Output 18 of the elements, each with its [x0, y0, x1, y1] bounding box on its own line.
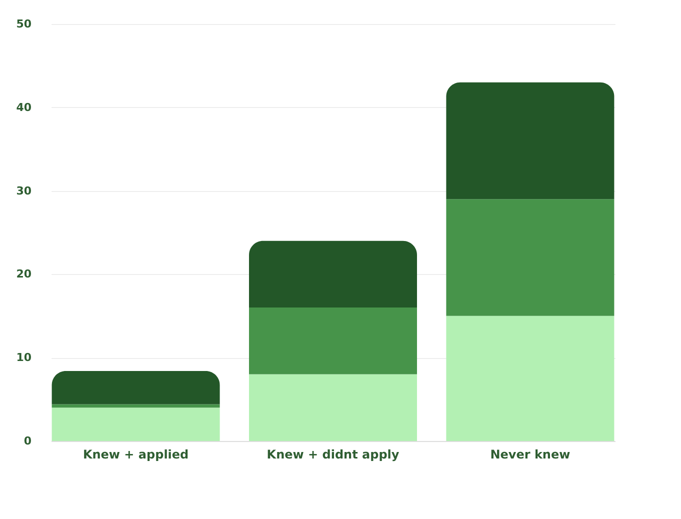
x-tick-label: Knew + applied	[82, 448, 189, 462]
y-tick-label: 0	[24, 434, 32, 448]
bar	[249, 240, 417, 308]
bar	[446, 199, 614, 316]
bar	[249, 308, 417, 374]
bar	[52, 370, 220, 404]
bar	[446, 82, 614, 200]
y-tick-label: 40	[16, 100, 32, 114]
x-tick-label: Knew + didnt apply	[266, 448, 400, 462]
bar	[52, 408, 220, 441]
bar	[446, 316, 614, 441]
y-tick-label: 10	[16, 351, 32, 364]
bar	[52, 404, 220, 408]
bar	[249, 374, 417, 441]
y-tick-label: 20	[16, 268, 32, 281]
x-tick-label: Never knew	[490, 448, 570, 462]
y-tick-label: 30	[16, 184, 32, 198]
y-tick-label: 50	[16, 18, 32, 30]
